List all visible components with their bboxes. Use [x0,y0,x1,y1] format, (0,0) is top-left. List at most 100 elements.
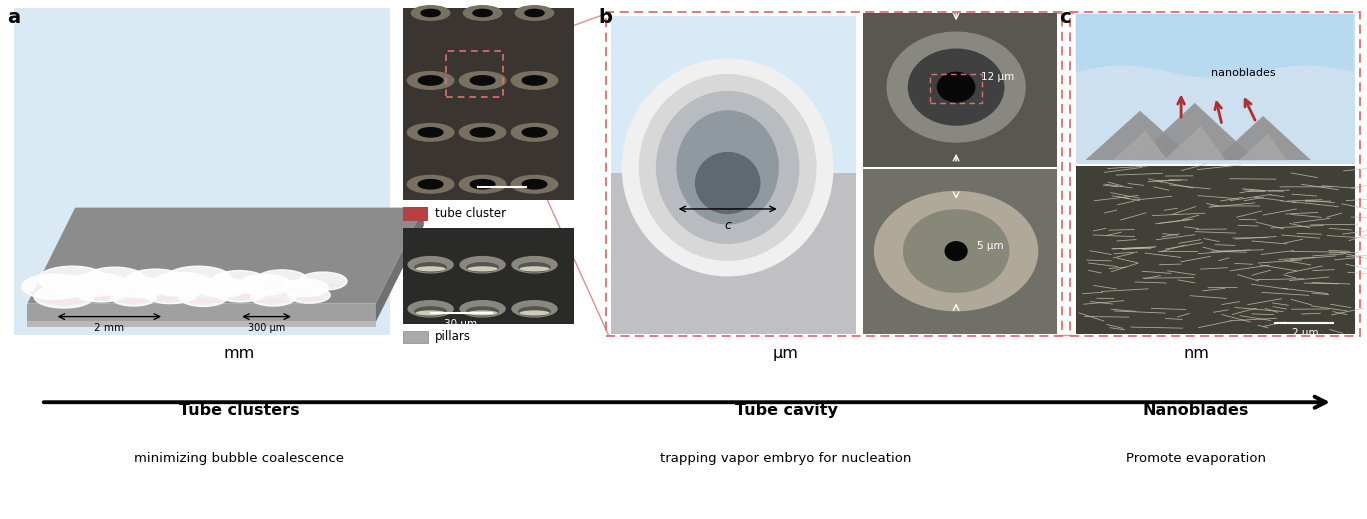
Polygon shape [183,298,223,305]
Polygon shape [115,298,152,305]
Ellipse shape [945,241,968,261]
Circle shape [75,283,127,302]
Circle shape [85,267,145,290]
Circle shape [522,180,547,189]
Ellipse shape [416,310,446,316]
Circle shape [418,128,443,137]
Circle shape [470,180,495,189]
Circle shape [22,274,87,299]
Bar [403,207,428,221]
Ellipse shape [414,306,447,317]
Circle shape [418,180,443,189]
Polygon shape [81,294,122,301]
Polygon shape [201,289,243,296]
Polygon shape [1215,116,1311,160]
Ellipse shape [407,256,454,274]
Polygon shape [44,281,101,290]
Polygon shape [27,208,424,304]
Ellipse shape [518,262,551,272]
Polygon shape [293,296,327,302]
Ellipse shape [908,48,1005,126]
Text: mm: mm [224,346,254,361]
Ellipse shape [936,72,976,103]
Text: c: c [725,220,731,233]
Circle shape [470,128,495,137]
Text: a: a [7,8,21,27]
Circle shape [288,287,331,303]
Text: c: c [1059,8,1072,27]
Text: b: b [599,8,612,27]
Ellipse shape [519,310,550,316]
Bar [864,169,1057,334]
Circle shape [459,175,506,193]
Circle shape [473,9,492,17]
Text: trapping vapor embryo for nucleation: trapping vapor embryo for nucleation [660,452,912,465]
Bar [1076,166,1355,334]
Circle shape [283,279,328,296]
Circle shape [150,272,213,296]
Circle shape [68,273,128,296]
Circle shape [126,269,186,292]
Polygon shape [14,8,390,335]
Ellipse shape [622,59,834,277]
Ellipse shape [416,266,446,271]
Text: tube cluster: tube cluster [435,207,506,221]
Ellipse shape [407,300,454,318]
Circle shape [34,285,94,308]
Text: 12 μm: 12 μm [980,72,1014,81]
Circle shape [511,175,558,193]
Ellipse shape [466,262,499,272]
Polygon shape [40,298,89,306]
Text: 2 μm: 2 μm [1292,328,1319,338]
Polygon shape [254,298,291,305]
Polygon shape [1113,130,1167,160]
Polygon shape [27,304,376,322]
Circle shape [421,9,440,17]
Ellipse shape [466,306,499,317]
Bar [864,13,1057,168]
Circle shape [179,288,227,306]
Ellipse shape [468,310,498,316]
Polygon shape [1240,133,1288,160]
Polygon shape [116,289,161,296]
Text: 5 μm: 5 μm [976,241,1003,251]
Ellipse shape [459,256,506,274]
Ellipse shape [459,300,506,318]
Polygon shape [376,208,424,322]
Bar [611,16,856,174]
Polygon shape [171,280,226,290]
Polygon shape [303,282,343,289]
Circle shape [407,124,454,141]
Polygon shape [243,286,287,294]
Polygon shape [220,294,261,301]
Ellipse shape [511,300,558,318]
Text: Tube cavity: Tube cavity [734,403,838,418]
Bar [403,331,428,343]
Circle shape [165,266,231,291]
Ellipse shape [874,191,1039,311]
Polygon shape [1085,111,1195,160]
Ellipse shape [656,91,800,244]
Bar [1076,14,1355,164]
Text: Nanoblades: Nanoblades [1143,403,1249,418]
Circle shape [522,128,547,137]
Text: nanoblades: nanoblades [1211,69,1275,78]
Bar [611,173,856,334]
Circle shape [112,277,165,297]
Polygon shape [27,289,82,297]
Circle shape [250,289,295,306]
Circle shape [197,278,247,297]
Ellipse shape [518,306,551,317]
Circle shape [407,72,454,89]
Circle shape [470,76,495,85]
Polygon shape [1133,103,1256,160]
Circle shape [511,72,558,89]
Circle shape [407,175,454,193]
Text: μm: μm [774,346,798,361]
Circle shape [215,283,267,302]
Circle shape [144,283,197,304]
Ellipse shape [511,256,558,274]
Text: 300 μm: 300 μm [247,323,286,333]
Polygon shape [287,289,324,295]
Circle shape [212,270,267,291]
